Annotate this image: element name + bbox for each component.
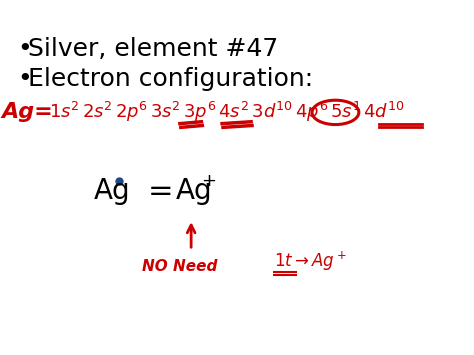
Text: NO Need: NO Need: [142, 258, 218, 274]
Text: •: •: [17, 67, 32, 91]
Text: Ag: Ag: [94, 177, 130, 205]
Text: Silver, element #47: Silver, element #47: [28, 37, 278, 61]
Text: •: •: [17, 37, 32, 61]
Text: +: +: [201, 172, 217, 190]
Text: =: =: [148, 176, 173, 206]
Text: Ag=: Ag=: [2, 102, 54, 122]
Text: Ag: Ag: [176, 177, 213, 205]
Text: $1t \rightarrow Ag^+$: $1t \rightarrow Ag^+$: [273, 250, 346, 273]
Text: $1s^2\,2s^2\,2p^6\,3s^2\,3p^6\,4s^2\,3d^{10}\,4p^6\,5s^1\,4d^{10}$: $1s^2\,2s^2\,2p^6\,3s^2\,3p^6\,4s^2\,3d^…: [49, 100, 405, 125]
Text: Electron configuration:: Electron configuration:: [28, 67, 313, 91]
